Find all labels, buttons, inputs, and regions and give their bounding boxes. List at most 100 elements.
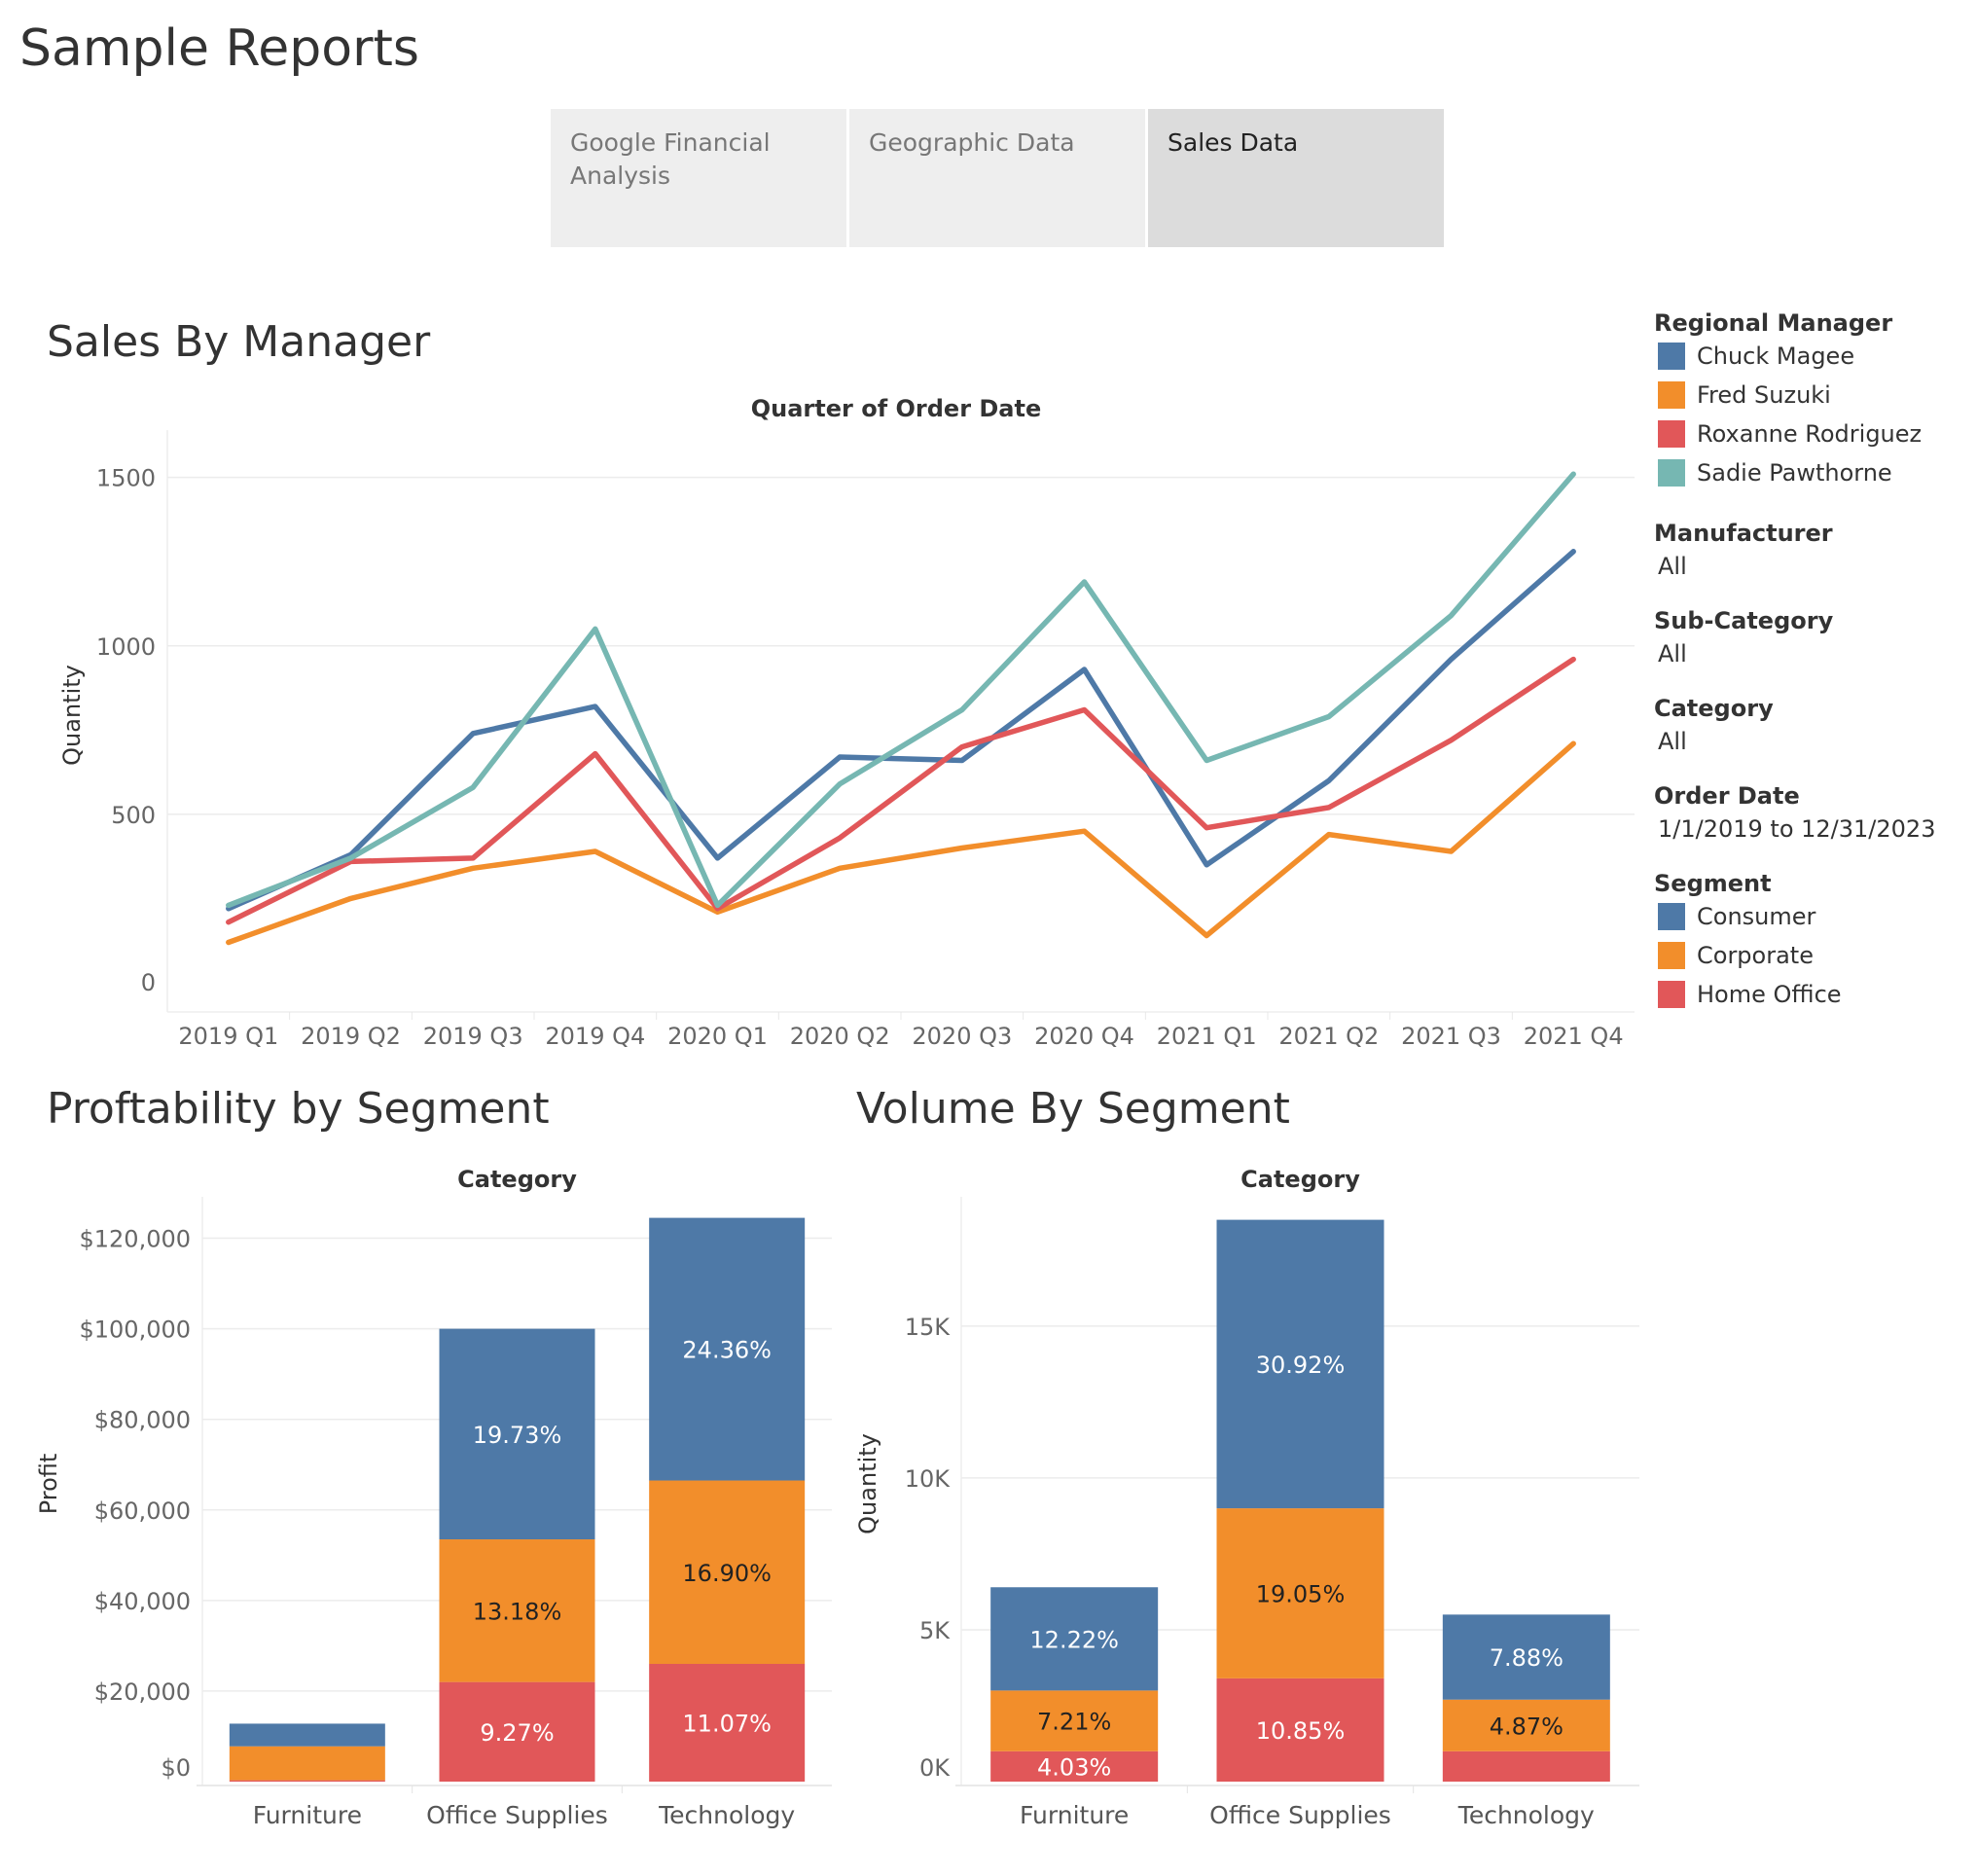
segment-legend-title: Segment: [1654, 870, 1772, 897]
manufacturer-filter-value[interactable]: All: [1658, 553, 1687, 580]
page-title: Sample Reports: [19, 19, 419, 78]
bar-data-label: 12.22%: [1029, 1626, 1119, 1653]
series-line-chuck-magee: [226, 549, 1576, 912]
color-swatch: [1658, 942, 1685, 969]
bar-data-label: 9.27%: [480, 1719, 554, 1747]
bar-segment-corporate-technology: [649, 1480, 806, 1664]
legend-item-label: Chuck Magee: [1697, 343, 1855, 370]
x-tick-label: 2020 Q1: [667, 1023, 768, 1050]
bar-data-label: 4.87%: [1490, 1713, 1564, 1740]
y-axis-label: Quantity: [58, 665, 86, 766]
bar-segment-home-office-office-supplies: [439, 1681, 595, 1782]
y-tick-label: 500: [111, 802, 156, 829]
bar-data-label: 19.05%: [1256, 1580, 1346, 1607]
regional-manager-legend: Regional Manager Chuck Magee Fred Suzuki…: [1654, 309, 1975, 492]
y-tick-label: $20,000: [94, 1678, 191, 1706]
bar-data-label: 7.21%: [1037, 1709, 1111, 1736]
bar-segment-home-office-furniture: [229, 1780, 385, 1782]
bar-data-label: 16.90%: [682, 1560, 772, 1587]
y-tick-label: $60,000: [94, 1497, 191, 1525]
series-line-sadie-pawthorne: [226, 471, 1576, 909]
tab-sales-data[interactable]: Sales Data: [1148, 109, 1444, 247]
bar-segment-corporate-office-supplies: [439, 1539, 595, 1682]
y-axis-label: Quantity: [854, 1433, 881, 1534]
legend-item-sadie-pawthorne[interactable]: Sadie Pawthorne: [1654, 453, 1975, 492]
bar-data-label: 24.36%: [682, 1337, 772, 1364]
bar-data-label: 4.03%: [1037, 1753, 1111, 1781]
legend-item-chuck-magee[interactable]: Chuck Magee: [1654, 337, 1975, 376]
y-axis-label: Profit: [35, 1454, 62, 1515]
x-tick-label: Office Supplies: [1209, 1801, 1391, 1829]
series-line-roxanne-rodriguez: [226, 656, 1576, 925]
y-tick-label: 0K: [919, 1754, 951, 1782]
regional-manager-legend-title: Regional Manager: [1654, 309, 1893, 337]
bar-segment-home-office-technology: [649, 1664, 806, 1782]
color-swatch: [1658, 903, 1685, 930]
sub-category-filter-title: Sub-Category: [1654, 607, 1834, 634]
sub-category-filter-value[interactable]: All: [1658, 640, 1687, 667]
y-tick-label: $40,000: [94, 1588, 191, 1615]
tab-geographic-data[interactable]: Geographic Data: [849, 109, 1145, 247]
bar-segment-consumer-technology: [649, 1217, 806, 1481]
color-swatch: [1658, 343, 1685, 370]
x-tick-label: Furniture: [1020, 1801, 1129, 1829]
y-tick-label: $80,000: [94, 1407, 191, 1434]
line-chart-title: Quarter of Order Date: [751, 395, 1042, 422]
y-tick-label: 15K: [905, 1314, 952, 1341]
order-date-filter[interactable]: Order Date 1/1/2019 to 12/31/2023: [1654, 782, 1975, 843]
manufacturer-filter[interactable]: Manufacturer All: [1654, 520, 1975, 580]
manufacturer-filter-title: Manufacturer: [1654, 520, 1833, 547]
bar-segment-home-office-office-supplies: [1216, 1678, 1384, 1782]
bar-segment-corporate-furniture: [990, 1690, 1159, 1751]
color-swatch: [1658, 420, 1685, 448]
x-tick-label: 2021 Q1: [1157, 1023, 1257, 1050]
x-tick-label: 2019 Q1: [178, 1023, 278, 1050]
x-tick-label: 2020 Q2: [790, 1023, 890, 1050]
legend-item-label: Consumer: [1697, 903, 1816, 930]
legend-item-fred-suzuki[interactable]: Fred Suzuki: [1654, 376, 1975, 415]
bar-data-label: 10.85%: [1256, 1717, 1346, 1745]
volume-by-segment-title: Volume By Segment: [856, 1084, 1290, 1134]
legend-item-home-office[interactable]: Home Office: [1654, 975, 1975, 1014]
bar-data-label: 11.07%: [682, 1711, 772, 1738]
x-tick-label: 2021 Q4: [1524, 1023, 1624, 1050]
volume-by-segment-chart: Category Quantity 0K 5K 10K 15K Furniture 4.03%…: [854, 1166, 1639, 1829]
y-tick-label: 1500: [96, 465, 156, 492]
bar-segment-corporate-furniture: [229, 1746, 385, 1781]
x-tick-label: Furniture: [253, 1801, 362, 1829]
bar-segment-consumer-furniture: [990, 1587, 1159, 1691]
y-tick-label: 5K: [919, 1617, 951, 1644]
bar-segment-consumer-technology: [1442, 1614, 1610, 1700]
bar-segment-consumer-office-supplies: [439, 1328, 595, 1540]
sales-by-manager-chart: Quarter of Order Date Quantity 0 500 1000 150…: [58, 395, 1635, 1050]
y-tick-label: $120,000: [79, 1226, 191, 1253]
tab-google-financial-analysis[interactable]: Google Financial Analysis: [551, 109, 846, 247]
profitability-by-segment-chart: Category Profit $0 $20,000 $40,000 $60,000 $80…: [35, 1166, 832, 1829]
x-tick-label: Office Supplies: [426, 1801, 608, 1829]
x-tick-label: Technology: [658, 1801, 795, 1829]
legend-item-corporate[interactable]: Corporate: [1654, 936, 1975, 975]
legend-item-consumer[interactable]: Consumer: [1654, 897, 1975, 936]
profitability-by-segment-title: Proftability by Segment: [47, 1084, 550, 1134]
category-filter[interactable]: Category All: [1654, 695, 1975, 755]
category-filter-value[interactable]: All: [1658, 728, 1687, 755]
x-tick-label: 2019 Q3: [423, 1023, 523, 1050]
x-tick-label: 2020 Q4: [1034, 1023, 1134, 1050]
x-tick-label: 2020 Q3: [912, 1023, 1012, 1050]
bar-segment-corporate-office-supplies: [1216, 1508, 1384, 1678]
x-tick-label: Technology: [1457, 1801, 1595, 1829]
x-tick-label: 2019 Q2: [301, 1023, 401, 1050]
bar-data-label: 30.92%: [1256, 1352, 1346, 1379]
legend-item-label: Home Office: [1697, 981, 1842, 1008]
y-tick-label: $0: [161, 1754, 191, 1782]
bar-data-label: 19.73%: [473, 1422, 562, 1449]
order-date-filter-value[interactable]: 1/1/2019 to 12/31/2023: [1658, 815, 1936, 843]
legend-item-roxanne-rodriguez[interactable]: Roxanne Rodriguez: [1654, 415, 1975, 453]
legend-item-label: Corporate: [1697, 942, 1814, 969]
bar-segment-home-office-technology: [1442, 1750, 1610, 1782]
bar-segment-consumer-office-supplies: [1216, 1219, 1384, 1509]
x-tick-label: 2021 Q2: [1278, 1023, 1379, 1050]
sub-category-filter[interactable]: Sub-Category All: [1654, 607, 1975, 667]
bar-segment-consumer-furniture: [229, 1723, 385, 1747]
order-date-filter-title: Order Date: [1654, 782, 1800, 810]
